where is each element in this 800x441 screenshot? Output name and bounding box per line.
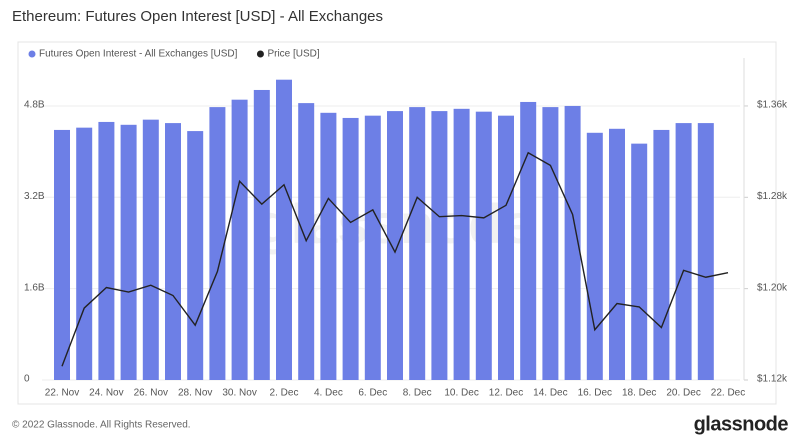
bar (675, 123, 692, 380)
bar (653, 129, 670, 380)
bar (453, 108, 470, 380)
bar (165, 123, 181, 380)
bar (520, 101, 537, 380)
bar (498, 115, 514, 381)
bar (76, 127, 93, 380)
bar (98, 121, 115, 380)
x-tick-label: 30. Nov (222, 388, 256, 399)
x-tick-label: 10. Dec (444, 388, 478, 399)
legend-label: Futures Open Interest - All Exchanges [U… (39, 49, 238, 60)
y2-tick-label: $1.20k (757, 282, 788, 293)
chart-title: Ethereum: Futures Open Interest [USD] - … (12, 8, 383, 25)
x-tick-label: 2. Dec (270, 388, 299, 399)
x-tick-label: 20. Dec (666, 388, 700, 399)
x-tick-label: 12. Dec (489, 388, 523, 399)
bar (54, 129, 70, 380)
x-tick-label: 4. Dec (314, 388, 343, 399)
logo: glassnode (694, 413, 789, 435)
bar (120, 124, 137, 380)
y-tick-label: 3.2B (24, 191, 45, 202)
bar (142, 119, 159, 380)
x-tick-label: 24. Nov (89, 388, 123, 399)
bar (342, 117, 359, 380)
bar (475, 111, 492, 381)
y-tick-label: 1.6B (24, 282, 45, 293)
x-tick-label: 26. Nov (134, 388, 168, 399)
bar (364, 115, 381, 381)
footer: © 2022 Glassnode. All Rights Reserved. (12, 420, 191, 431)
x-tick-label: 6. Dec (358, 388, 387, 399)
x-tick-label: 14. Dec (533, 388, 567, 399)
chart-frame (17, 41, 777, 405)
bar (276, 79, 292, 380)
legend-label: Price [USD] (267, 49, 319, 60)
y-tick-label: 0 (24, 374, 30, 385)
bar (631, 143, 648, 380)
bar (387, 111, 403, 381)
y2-tick-label: $1.36k (757, 100, 788, 111)
bar (209, 107, 226, 380)
bar (564, 105, 581, 380)
bar (542, 107, 559, 380)
legend-swatch (256, 50, 264, 58)
x-tick-label: 18. Dec (622, 388, 656, 399)
y2-tick-label: $1.28k (757, 191, 788, 202)
bar (697, 123, 714, 380)
price-line (61, 151, 729, 367)
x-tick-label: 22. Dec (711, 388, 745, 399)
bar (320, 112, 337, 381)
legend-swatch (28, 50, 36, 58)
x-tick-label: 8. Dec (403, 388, 432, 399)
bar (609, 128, 625, 380)
bar (187, 131, 204, 380)
x-tick-label: 28. Nov (178, 388, 212, 399)
bar (253, 89, 270, 381)
x-tick-label: 16. Dec (578, 388, 612, 399)
bar (586, 132, 603, 380)
bar (431, 111, 448, 381)
bar (231, 99, 248, 380)
bar (409, 107, 426, 380)
y-tick-label: 4.8B (24, 100, 45, 111)
x-tick-label: 22. Nov (45, 388, 79, 399)
y2-tick-label: $1.12k (757, 374, 788, 385)
